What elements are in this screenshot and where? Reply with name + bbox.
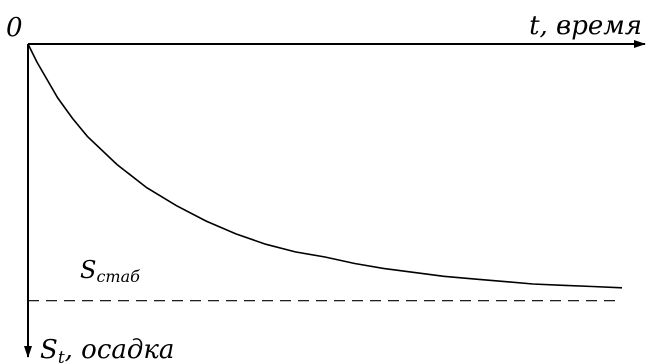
asymptote-label: Sстаб — [80, 256, 140, 286]
y-axis-label: St, осадка — [40, 335, 174, 363]
settlement-curve — [27, 43, 623, 289]
x-axis-label: t, время — [529, 11, 642, 41]
y-axis-symbol: S — [40, 335, 58, 363]
y-axis-rest: , осадка — [65, 335, 175, 363]
asymptote-symbol: S — [80, 256, 96, 284]
y-axis-subscript: t — [58, 348, 65, 363]
asymptote-subscript: стаб — [96, 267, 140, 286]
origin-label: 0 — [6, 13, 23, 43]
